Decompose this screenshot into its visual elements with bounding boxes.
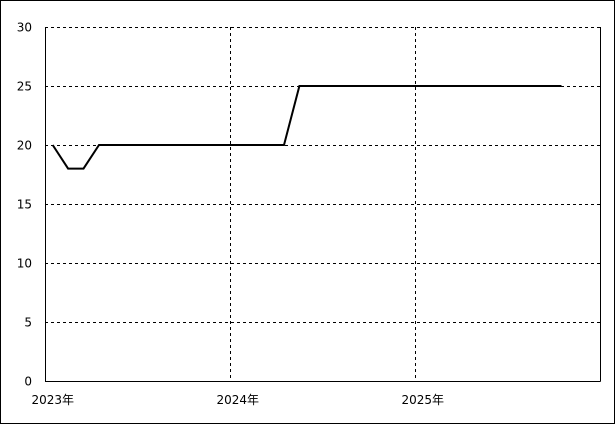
x-tick-label: 2024年 [217, 393, 260, 407]
y-tick-label: 10 [17, 257, 32, 271]
series [51, 85, 562, 170]
x-tick-label: 2023年 [32, 393, 75, 407]
x-tick-label: 2025年 [402, 393, 445, 407]
y-tick-label: 20 [17, 139, 32, 153]
grid [45, 27, 600, 381]
x-tick-labels: 2023年 2024年 2025年 [32, 393, 445, 407]
series-line [51, 85, 562, 170]
y-tick-labels: 0 5 10 15 20 25 30 [17, 21, 32, 389]
y-tick-label: 5 [24, 316, 32, 330]
y-tick-label: 30 [17, 21, 32, 35]
y-tick-label: 25 [17, 80, 32, 94]
y-tick-label: 15 [17, 198, 32, 212]
y-tick-label: 0 [24, 375, 32, 389]
axes [45, 27, 601, 382]
